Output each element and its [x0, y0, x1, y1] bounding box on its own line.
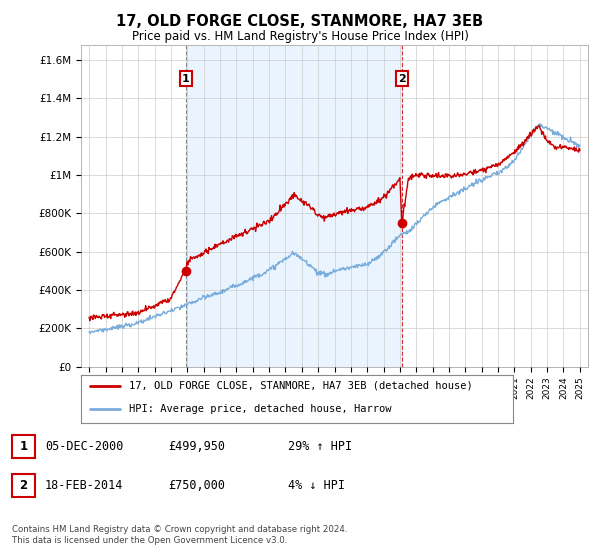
Text: 18-FEB-2014: 18-FEB-2014 [45, 479, 124, 492]
Text: 29% ↑ HPI: 29% ↑ HPI [288, 440, 352, 453]
Text: 1: 1 [182, 73, 190, 83]
Text: 4% ↓ HPI: 4% ↓ HPI [288, 479, 345, 492]
Text: £499,950: £499,950 [168, 440, 225, 453]
Text: 17, OLD FORGE CLOSE, STANMORE, HA7 3EB: 17, OLD FORGE CLOSE, STANMORE, HA7 3EB [116, 14, 484, 29]
Text: 05-DEC-2000: 05-DEC-2000 [45, 440, 124, 453]
Text: 17, OLD FORGE CLOSE, STANMORE, HA7 3EB (detached house): 17, OLD FORGE CLOSE, STANMORE, HA7 3EB (… [128, 381, 472, 391]
Bar [186, 45, 402, 367]
Text: 1: 1 [19, 440, 28, 453]
Text: Price paid vs. HM Land Registry's House Price Index (HPI): Price paid vs. HM Land Registry's House … [131, 30, 469, 43]
Text: HPI: Average price, detached house, Harrow: HPI: Average price, detached house, Harr… [128, 404, 391, 414]
Text: Contains HM Land Registry data © Crown copyright and database right 2024.
This d: Contains HM Land Registry data © Crown c… [12, 525, 347, 545]
Text: 2: 2 [19, 479, 28, 492]
Text: £750,000: £750,000 [168, 479, 225, 492]
Text: 2: 2 [398, 73, 406, 83]
